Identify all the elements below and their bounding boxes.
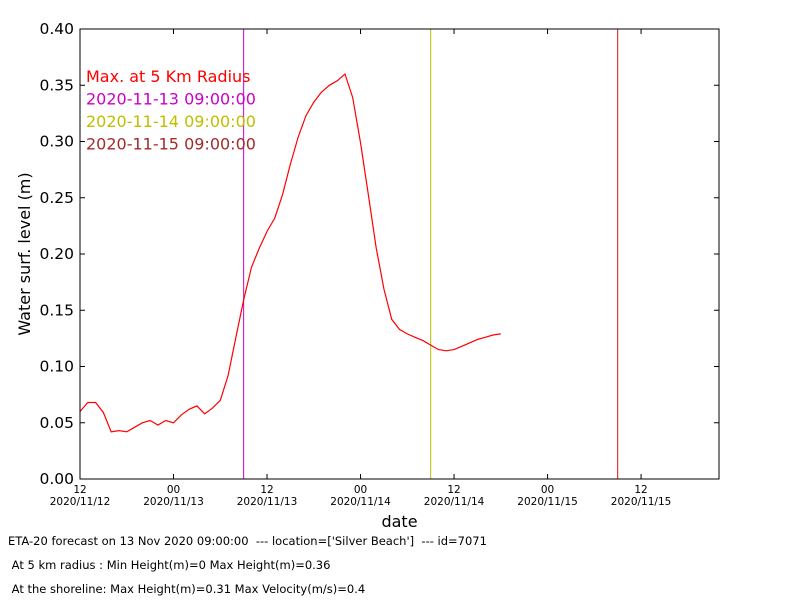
x-tick-date-label: 2020/11/12 [50,496,111,508]
y-tick-label: 0.35 [39,76,74,94]
y-tick-label: 0.20 [39,245,74,263]
legend-entry-4: 2020-11-15 09:00:00 [86,135,256,154]
legend-entry-1: Max. at 5 Km Radius [86,67,251,86]
radius-stats-text: At 5 km radius : Min Height(m)=0 Max Hei… [8,558,331,572]
legend-entry-2: 2020-11-13 09:00:00 [86,90,256,109]
x-tick-hour-label: 00 [354,484,367,496]
x-tick-date-label: 2020/11/13 [237,496,298,508]
x-tick-hour-label: 12 [260,484,273,496]
series-layer [80,72,501,433]
x-tick-date-label: 2020/11/14 [330,496,391,508]
y-axis-label: Water surf. level (m) [15,172,34,335]
x-axis-label: date [381,512,417,530]
x-tick-hour-label: 12 [447,484,460,496]
x-tick-hour-label: 00 [167,484,180,496]
y-tick-label: 0.05 [39,414,74,432]
legend: Max. at 5 Km Radius 2020-11-13 09:00:00 20… [86,67,256,154]
axis-ticks: 0.000.050.100.150.200.250.300.350.401220… [39,20,719,508]
x-tick-date-label: 2020/11/15 [611,496,672,508]
forecast-info-text: ETA-20 forecast on 13 Nov 2020 09:00:00 … [8,534,487,548]
series-line-1 [80,72,501,433]
shoreline-stats-text: At the shoreline: Max Height(m)=0.31 Max… [8,582,366,596]
y-tick-label: 0.10 [39,358,74,376]
y-tick-label: 0.15 [39,301,74,319]
water-level-chart: 0.000.050.100.150.200.250.300.350.401220… [15,20,720,530]
x-tick-hour-label: 00 [541,484,554,496]
x-tick-hour-label: 12 [634,484,647,496]
y-tick-label: 0.40 [39,20,74,38]
x-tick-date-label: 2020/11/15 [517,496,578,508]
x-tick-date-label: 2020/11/14 [424,496,485,508]
y-tick-label: 0.00 [39,470,74,488]
legend-entry-3: 2020-11-14 09:00:00 [86,112,256,131]
x-tick-date-label: 2020/11/13 [143,496,204,508]
x-tick-hour-label: 12 [73,484,86,496]
y-tick-label: 0.30 [39,133,74,151]
y-tick-label: 0.25 [39,189,74,207]
time-marker-lines [243,29,619,479]
